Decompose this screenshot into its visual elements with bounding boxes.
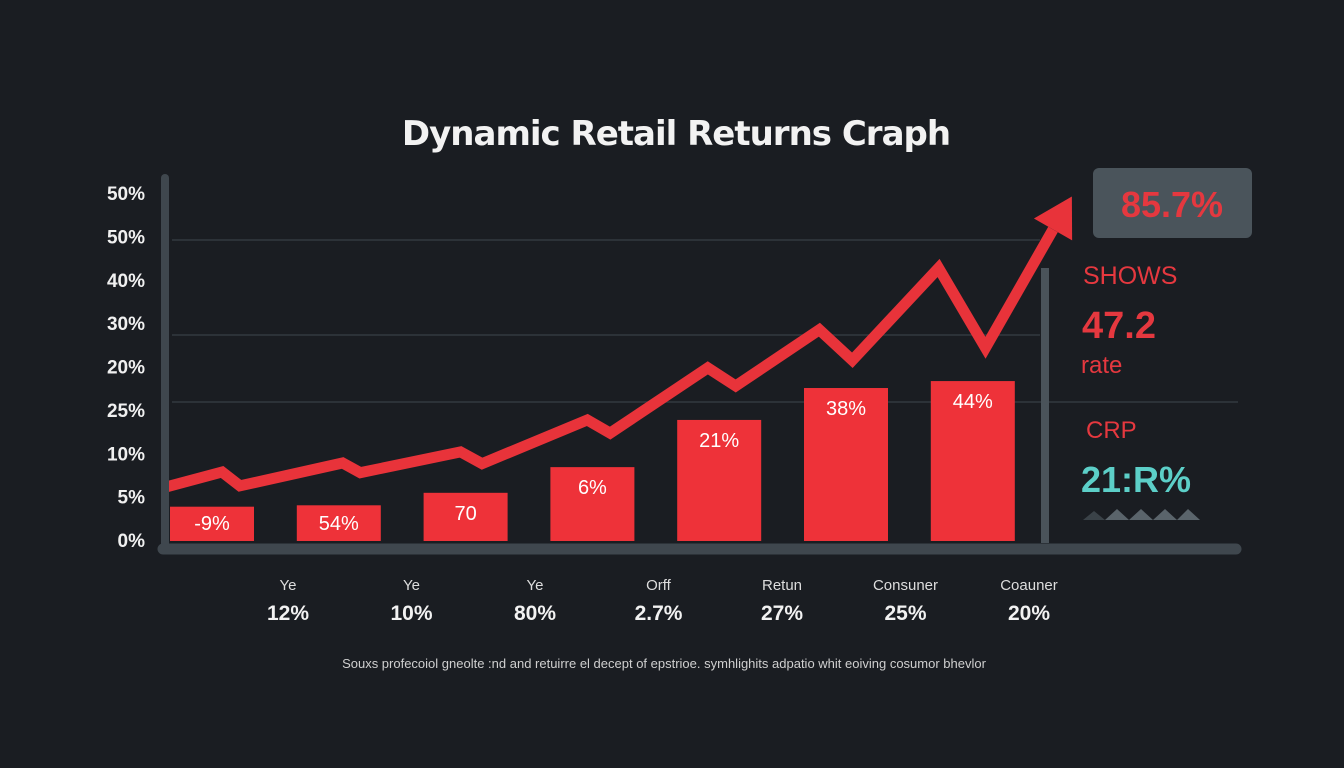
category-value: 10% — [390, 602, 432, 625]
arrow-head-icon — [1033, 196, 1073, 241]
y-tick-label: 30% — [107, 314, 145, 335]
category-value: 27% — [761, 602, 803, 625]
side-value-2: 21:R% — [1081, 459, 1191, 500]
gridlines — [172, 239, 1238, 403]
bar — [170, 506, 254, 541]
category-value: 25% — [884, 602, 926, 625]
bar-label: 70 — [454, 503, 476, 525]
y-tick-label: 25% — [107, 401, 145, 422]
callout-box — [1093, 168, 1252, 238]
bar — [804, 388, 888, 541]
bar-label: 21% — [699, 430, 739, 452]
category-name: Ye — [527, 577, 544, 594]
y-tick-label: 0% — [118, 531, 146, 552]
bar — [296, 505, 381, 541]
category-name: Consuner — [873, 577, 938, 594]
category-name: Ye — [280, 577, 297, 594]
bar — [550, 467, 635, 541]
y-tick-label: 50% — [107, 227, 145, 248]
y-tick-label: 40% — [107, 271, 145, 292]
bar — [423, 492, 508, 541]
side-label-shows: SHOWS — [1083, 262, 1177, 290]
bar-label: 44% — [953, 391, 993, 413]
mountain-icon — [1083, 509, 1200, 520]
bar-label: 54% — [319, 513, 359, 535]
y-tick-label: 10% — [107, 444, 145, 465]
trend-line-path — [161, 226, 1058, 494]
bar-label: 38% — [826, 398, 866, 420]
category-name: Coauner — [1000, 577, 1058, 594]
side-label-rate: rate — [1081, 352, 1122, 379]
category-value: 20% — [1008, 602, 1050, 625]
source-note: Souxs profecoiol gneolte :nd and retuirr… — [342, 656, 987, 671]
category-value: 2.7% — [635, 602, 683, 625]
bars: -9% 54% 70 6% 21% 38% 44% — [170, 381, 1015, 541]
y-tick-label: 50% — [107, 184, 145, 205]
category-value: 80% — [514, 602, 556, 625]
side-label-crp: CRP — [1086, 417, 1137, 444]
chart-title: Dynamic Retail Returns Craph — [402, 114, 950, 154]
bar-label: -9% — [194, 513, 230, 535]
y-tick-label: 20% — [107, 358, 145, 379]
category-value: 12% — [267, 602, 309, 625]
y-axis-ticks: 50% 50% 40% 30% 20% 25% 10% 5% 0% — [107, 184, 145, 552]
trend-line — [161, 196, 1073, 494]
category-labels: Ye 12% Ye 10% Ye 80% Orff 2.7% Retun 27% Consuner 2… — [267, 577, 1058, 625]
side-value-1: 47.2 — [1082, 305, 1156, 347]
bar-label: 6% — [578, 477, 607, 499]
y-tick-label: 5% — [118, 488, 146, 509]
category-name: Retun — [762, 577, 802, 594]
category-name: Ye — [403, 577, 420, 594]
callout-value: 85.7% — [1121, 184, 1223, 225]
bar — [677, 419, 762, 541]
bar — [930, 381, 1015, 541]
category-name: Orff — [646, 577, 672, 594]
